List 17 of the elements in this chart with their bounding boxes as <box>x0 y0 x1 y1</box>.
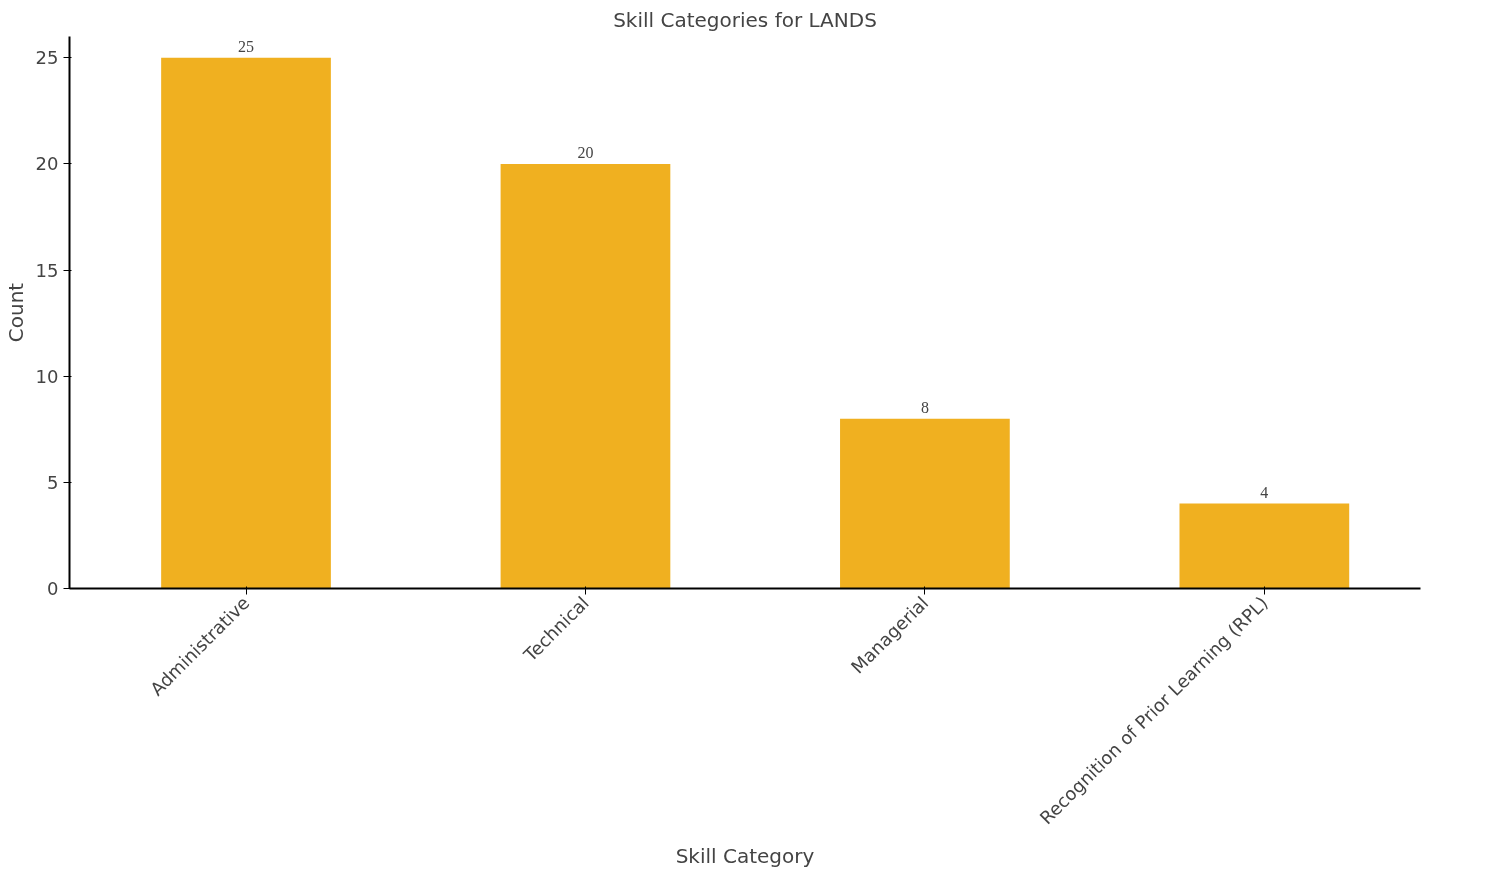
data-label: 20 <box>577 143 594 161</box>
y-tick-label: 20 <box>35 153 59 175</box>
data-label: 4 <box>1260 483 1269 501</box>
y-tick-label: 10 <box>35 365 59 387</box>
bar <box>161 57 331 589</box>
bar <box>500 163 671 589</box>
y-tick-label: 25 <box>35 47 59 69</box>
bar <box>840 418 1010 589</box>
y-tick-label: 5 <box>47 471 59 493</box>
data-label: 8 <box>920 398 929 416</box>
x-axis-title: Skill Category <box>675 843 815 868</box>
data-label: 25 <box>238 37 255 55</box>
chart-title: Skill Categories for LANDS <box>613 7 877 32</box>
y-axis-title: Count <box>3 282 28 343</box>
y-tick-label: 15 <box>35 259 59 281</box>
bar <box>1179 503 1350 589</box>
y-tick-label: 0 <box>47 578 59 599</box>
